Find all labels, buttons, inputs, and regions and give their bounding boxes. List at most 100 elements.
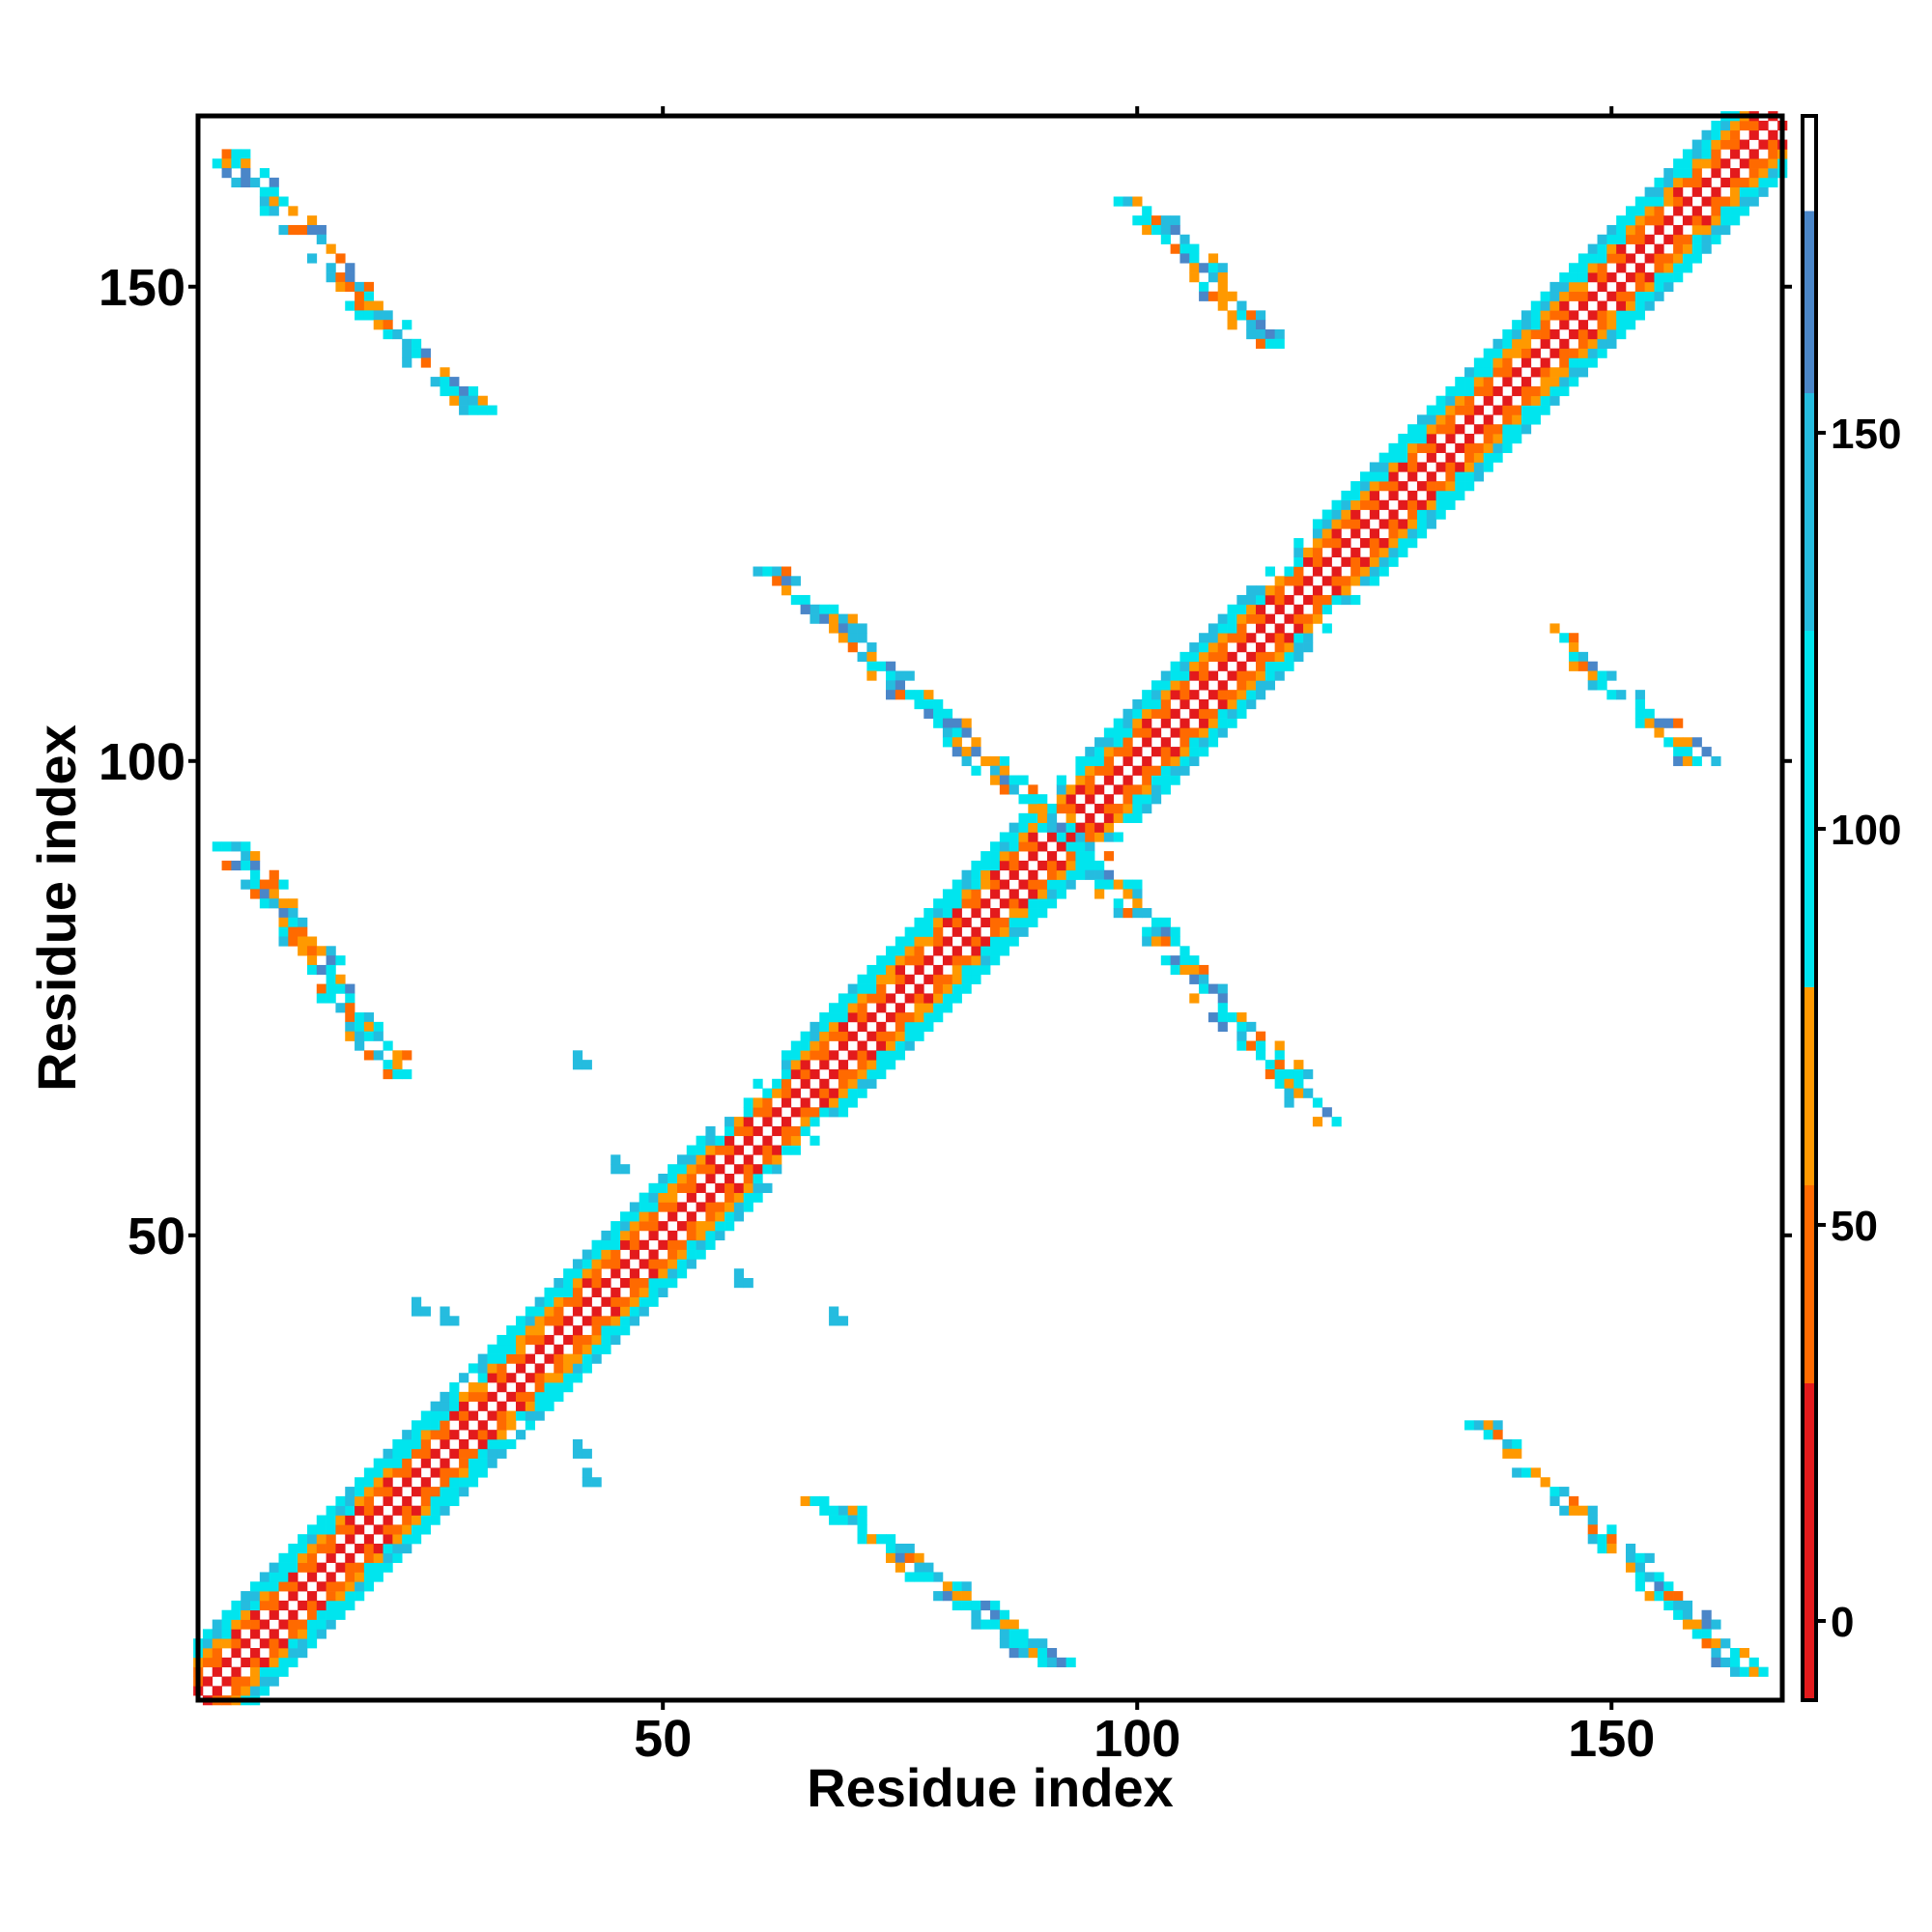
heatmap-cell [914,936,924,947]
heatmap-cell [326,1524,336,1535]
heatmap-cell [1426,519,1436,529]
heatmap-cell [838,1107,849,1118]
heatmap-cell [990,775,1001,785]
heatmap-cell [1160,784,1171,795]
heatmap-cell [316,1619,327,1630]
heatmap-cell [1075,851,1086,862]
heatmap-cell [952,946,962,956]
heatmap-cell [250,1666,261,1677]
heatmap-cell [1331,509,1342,520]
heatmap-cell [923,936,934,947]
heatmap-cell [1606,320,1617,330]
plot-frame [195,113,1785,1703]
heatmap-cell [430,1420,440,1431]
heatmap-cell [355,1487,365,1497]
heatmap-cell [876,1021,887,1033]
heatmap-cell [1246,690,1257,700]
heatmap-cell [449,1430,460,1440]
heatmap-cell [1711,206,1721,216]
heatmap-cell [1597,680,1607,691]
heatmap-cell [1758,158,1769,169]
heatmap-cell [1398,547,1408,558]
heatmap-cell [288,1648,298,1659]
heatmap-cell [886,690,896,700]
heatmap-cell [705,1230,716,1241]
heatmap-cell [933,946,944,956]
heatmap-cell [1284,1097,1294,1108]
heatmap-cell [724,1135,735,1146]
heatmap-cell [942,708,953,719]
heatmap-cell [1492,452,1503,463]
heatmap-cell [961,898,972,909]
heatmap-cell [1540,377,1550,387]
heatmap-cell [1274,1050,1285,1061]
heatmap-cell [459,1448,469,1459]
heatmap-cell [430,1505,440,1516]
heatmap-cell [1132,879,1143,890]
heatmap-cell [411,1534,422,1545]
heatmap-cell [1445,462,1456,472]
heatmap-cell [990,851,1001,862]
heatmap-cell [1227,613,1237,624]
heatmap-cell [1170,755,1180,767]
heatmap-cell [1426,509,1436,520]
heatmap-cell [838,1003,849,1013]
heatmap-cell [459,405,469,415]
heatmap-cell [1644,708,1655,719]
heatmap-cell [231,149,242,159]
heatmap-cell [1691,243,1702,254]
heatmap-cell [1264,1060,1275,1070]
heatmap-cell [1644,206,1655,216]
heatmap-cell [1577,263,1589,273]
heatmap-cell [468,1458,479,1468]
heatmap-cell [326,1609,336,1620]
heatmap-cell [1246,1021,1257,1033]
heatmap-cell [1122,784,1133,795]
heatmap-cell [1236,698,1247,710]
heatmap-cell [231,1648,242,1659]
heatmap-cell [1236,708,1247,719]
heatmap-cell [591,1259,602,1269]
heatmap-cell [676,1182,688,1193]
heatmap-cell [1199,718,1209,728]
heatmap-cell [886,661,896,671]
heatmap-cell [1046,889,1058,899]
heatmap-cell [544,1296,554,1307]
heatmap-cell [335,1495,346,1507]
heatmap-cell [942,993,953,1004]
heatmap-cell [563,1296,574,1307]
heatmap-cell [1606,1534,1617,1545]
heatmap-cell [259,889,270,899]
heatmap-cell [306,1629,318,1639]
heatmap-cell [449,1477,460,1488]
heatmap-cell [477,1382,488,1393]
heatmap-cell [449,1495,460,1507]
heatmap-cell [1189,243,1200,254]
heatmap-cell [241,860,251,871]
heatmap-cell [212,158,222,169]
heatmap-cell [639,1239,649,1250]
heatmap-cell [886,964,896,976]
heatmap-cell [904,1012,915,1023]
heatmap-cell [753,1192,763,1203]
heatmap-cell [1625,291,1636,301]
heatmap-cell [1587,1515,1598,1525]
heatmap-cell [847,613,858,624]
heatmap-cell [923,1003,934,1013]
heatmap-cell [383,1534,393,1545]
heatmap-cell [1711,120,1721,131]
heatmap-cell [1682,196,1693,207]
heatmap-cell [668,1211,678,1222]
heatmap-cell [1075,765,1086,776]
heatmap-cell [355,291,365,301]
heatmap-cell [933,708,944,719]
heatmap-cell [857,1012,867,1023]
heatmap-cell [1473,462,1485,472]
heatmap-cell [591,1344,602,1354]
heatmap-cell [1256,1040,1266,1051]
heatmap-cell [1028,1648,1038,1659]
heatmap-cell [1616,253,1627,264]
heatmap-cell [572,1438,583,1450]
heatmap-cell [867,670,877,681]
heatmap-cell [335,272,346,283]
